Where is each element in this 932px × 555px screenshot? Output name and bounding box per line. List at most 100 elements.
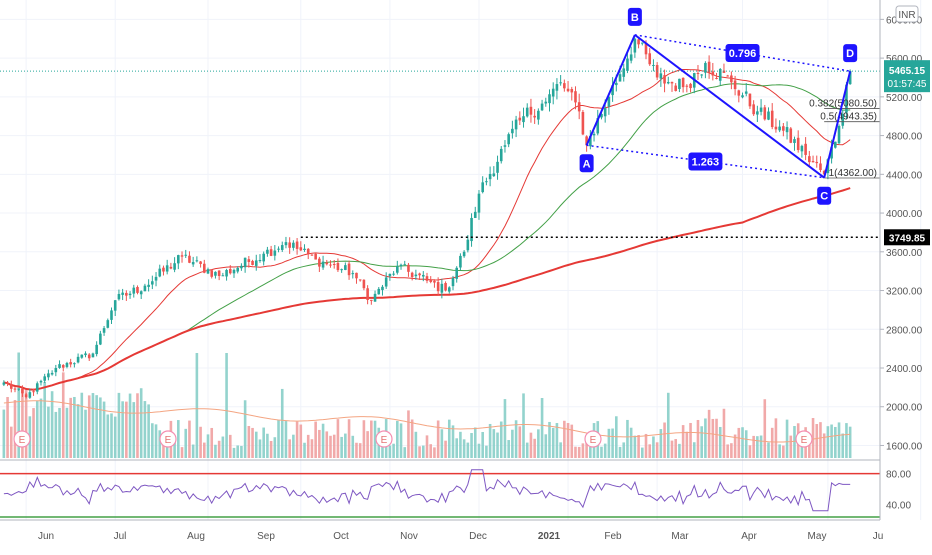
- volume-bar: [69, 397, 72, 458]
- volume-bar: [648, 444, 652, 458]
- volume-bar: [136, 393, 139, 458]
- candle-body: [770, 110, 774, 128]
- candle-body: [303, 248, 306, 251]
- candle-body: [488, 173, 492, 180]
- candle-body: [436, 282, 440, 292]
- volume-bar: [704, 418, 707, 458]
- volume-bar: [429, 444, 433, 458]
- candle-body: [143, 285, 147, 292]
- candle-body: [47, 373, 50, 378]
- volume-bar: [841, 433, 845, 458]
- candle-body: [822, 170, 826, 175]
- candle-body: [355, 272, 358, 279]
- volume-bar: [362, 420, 366, 458]
- volume-bar: [559, 442, 562, 458]
- volume-bar: [544, 434, 548, 458]
- volume-bar: [666, 392, 670, 458]
- time-tick-label: Oct: [333, 531, 349, 542]
- candle-body: [65, 362, 69, 367]
- volume-bar: [785, 419, 789, 458]
- volume-bar: [507, 440, 510, 458]
- volume-bar: [262, 427, 265, 458]
- candle-body: [9, 384, 13, 389]
- volume-bar: [759, 435, 763, 458]
- volume-bar: [633, 435, 637, 458]
- candle-body: [191, 262, 195, 265]
- volume-bar: [303, 442, 306, 458]
- volume-bar: [240, 445, 243, 458]
- fib-level-label: 0.5(4943.35): [820, 112, 877, 123]
- last-price-badge: [884, 60, 930, 93]
- candle-body: [258, 260, 262, 262]
- volume-bar: [685, 431, 689, 458]
- volume-bar: [102, 401, 106, 458]
- overlays: EEEEE3749.850.382(5080.50)0.5(4943.35)1(…: [0, 7, 930, 448]
- volume-bar: [819, 422, 822, 458]
- candle-body: [392, 273, 395, 275]
- volume-bar: [399, 423, 403, 458]
- candle-body: [407, 264, 410, 272]
- candle-body: [277, 248, 280, 250]
- volume-bar: [277, 419, 280, 458]
- volume-bar: [39, 398, 43, 458]
- volume-bar: [537, 429, 540, 458]
- candle-body: [202, 263, 206, 273]
- time-tick-label: Feb: [604, 531, 622, 542]
- volume-bar: [470, 433, 473, 458]
- volume-bar: [462, 439, 466, 458]
- candle-body: [280, 245, 284, 250]
- candle-body: [444, 283, 447, 291]
- volume-bar: [50, 391, 54, 458]
- candle-body: [507, 134, 510, 145]
- volume-bar: [177, 420, 180, 458]
- candle-body: [117, 293, 121, 300]
- candle-body: [514, 119, 518, 130]
- candle-body: [306, 248, 310, 254]
- resistance-price-label: 3749.85: [889, 233, 926, 244]
- volume-bar: [767, 442, 770, 458]
- candle-body: [254, 260, 258, 266]
- candle-body: [381, 286, 384, 291]
- candle-body: [228, 268, 232, 274]
- candle-body: [295, 241, 299, 249]
- candle-body: [670, 81, 674, 84]
- candle-body: [110, 310, 113, 320]
- candle-body: [473, 211, 477, 218]
- volume-bar: [837, 422, 841, 458]
- volume-bar: [6, 396, 9, 458]
- pattern-point-label: D: [846, 48, 854, 60]
- earnings-marker-label: E: [165, 435, 172, 446]
- volume-bar: [674, 439, 678, 458]
- candle-body: [344, 265, 347, 270]
- volume-bar: [782, 445, 785, 458]
- volume-bar: [54, 411, 58, 458]
- volume-bar: [499, 421, 503, 458]
- candle-body: [199, 261, 202, 264]
- candle-body: [221, 275, 225, 277]
- volume-bar: [511, 429, 514, 458]
- pattern-point-label: C: [820, 191, 828, 203]
- currency-label: INR: [898, 10, 915, 21]
- volume-bar: [737, 427, 741, 458]
- candle-body: [125, 292, 128, 296]
- volume-bar: [299, 424, 303, 458]
- candle-body: [2, 382, 6, 385]
- candle-body: [158, 268, 162, 277]
- candle-body: [91, 353, 95, 358]
- pattern-point-label: B: [631, 12, 639, 24]
- candle-body: [666, 82, 670, 84]
- candle-body: [800, 145, 804, 152]
- time-tick-label: Jun: [38, 531, 54, 542]
- volume-bar: [652, 436, 655, 458]
- volume-bar: [232, 447, 236, 458]
- volume-bar: [210, 427, 214, 458]
- candle-body: [633, 38, 637, 53]
- volume-bar: [522, 393, 525, 458]
- volume-bar: [848, 426, 852, 458]
- volume-bar: [113, 416, 117, 458]
- candle-body: [733, 80, 737, 90]
- volume-bar: [678, 443, 681, 458]
- volume-bar: [236, 445, 240, 458]
- volume-bar: [87, 395, 91, 458]
